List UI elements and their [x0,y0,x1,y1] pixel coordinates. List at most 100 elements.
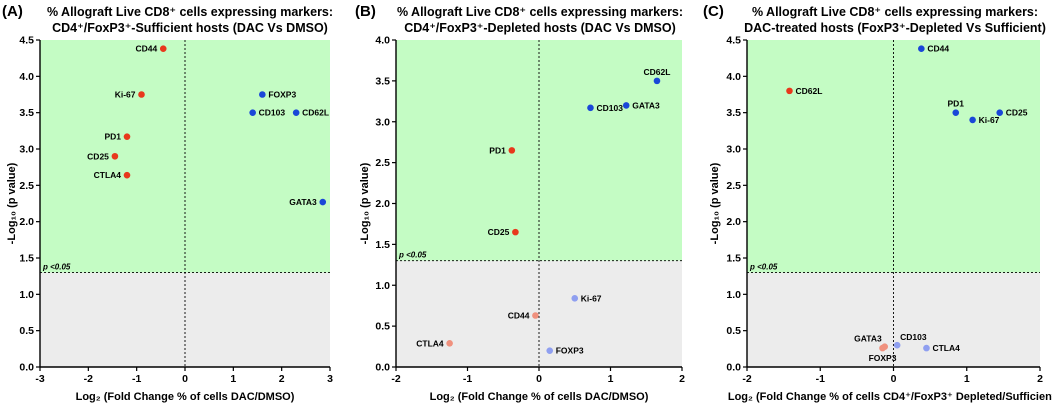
y-tick-label: 0.0 [726,362,741,374]
point-label-ki-67: Ki-67 [581,293,602,303]
x-tick-label: 3 [327,373,333,385]
point-label-cd44: CD44 [136,44,158,54]
point-label-ctla4: CTLA4 [94,170,122,180]
threshold-label: p <0.05 [42,263,71,272]
x-tick-label: 2 [679,373,685,385]
panel-c: p <0.05 0.0 0.5 1.0 1.5 2.0 2.5 3.0 3.5 4.0 4.5 -2 -… [703,3,1052,403]
point-label-cd62l: CD62L [795,86,822,96]
x-tick-label: 1 [230,373,236,385]
x-tick-label: 0 [182,373,188,385]
chart-title-line1: % Allograft Live CD8⁺ cells expressing m… [752,5,1038,19]
y-tick-label: 1.5 [375,239,390,251]
y-tick-label: 1.0 [19,289,34,301]
point-pd1 [508,147,516,154]
y-tick-label: 2.5 [375,157,390,169]
y-tick-label: 4.0 [19,71,34,83]
x-tick-label: -1 [816,373,825,385]
point-label-cd44: CD44 [927,44,949,54]
x-tick-label: 1 [964,373,970,385]
y-tick-label: 3.5 [19,107,34,119]
point-label-ki-67: Ki-67 [115,90,136,100]
panel-b: p <0.05 0.0 0.5 1.0 1.5 2.0 2.5 3.0 3.5 4.0 -2 -1 0 1… [355,3,685,403]
x-tick-label: -2 [84,373,93,385]
point-label-gata3: GATA3 [632,100,660,110]
x-tick-label: 2 [279,373,285,385]
x-tick-label: 1 [608,373,614,385]
y-axis-label: -Log₁₀ (p value) [709,162,721,244]
point-ctla4 [446,339,453,347]
point-ctla4 [923,344,930,352]
point-label-gata3: GATA3 [854,334,882,344]
x-tick-label: 0 [536,373,542,385]
threshold-label: p <0.05 [749,263,778,272]
point-ki-67 [138,91,145,98]
chart-title-line1: % Allograft Live CD8⁺ cells expressing m… [47,5,333,19]
x-tick-label: -2 [742,373,751,385]
point-pd1 [952,109,960,116]
point-cd103 [893,341,901,349]
point-label-cd62l: CD62L [644,67,671,77]
point-cd25 [512,228,519,236]
x-tick-label: -3 [35,373,44,385]
point-label-cd25: CD25 [488,227,510,237]
point-label-cd62l: CD62L [302,108,329,118]
point-cd25 [111,152,119,160]
y-tick-label: 3.0 [726,144,741,156]
point-label-ctla4: CTLA4 [416,338,444,348]
point-ctla4 [123,171,131,179]
point-label-cd103: CD103 [259,108,286,118]
y-tick-label: 2.5 [726,180,741,192]
point-label-foxp3: FOXP3 [556,346,584,356]
point-ki-67 [571,295,579,302]
chart-title-line2: CD4⁺/FoxP3⁺-Depleted hosts (DAC Vs DMSO) [404,21,676,35]
point-cd44 [918,45,925,53]
y-tick-label: 4.0 [375,35,390,47]
point-cd62l [653,77,661,85]
y-tick-label: 0.5 [726,325,741,337]
y-tick-label: 1.0 [726,289,741,301]
chart-title-line2: CD4⁺/FoxP3⁺-Sufficient hosts (DAC Vs DMS… [52,21,328,35]
y-tick-label: 1.5 [726,253,741,265]
y-tick-label: 4.0 [726,71,741,83]
y-tick-label: 0.0 [19,362,34,374]
y-tick-label: 0.0 [375,362,390,374]
y-tick-label: 3.5 [726,107,741,119]
y-tick-label: 3.5 [375,75,390,87]
point-label-cd25: CD25 [87,151,109,161]
panel-letter: (C) [703,3,724,20]
x-tick-label: -1 [463,373,472,385]
y-tick-label: 3.0 [19,144,34,156]
y-tick-label: 2.0 [375,198,390,210]
x-axis-label: Log₂ (Fold Change % of cells DAC/DMSO) [430,391,649,403]
point-cd103 [249,109,256,116]
point-ki-67 [969,116,976,124]
point-label-cd103: CD103 [900,332,927,342]
point-label-cd25: CD25 [1006,108,1028,118]
point-label-ctla4: CTLA4 [932,343,960,353]
point-label-foxp3: FOXP3 [268,90,296,100]
point-cd44 [159,45,167,53]
y-tick-label: 2.0 [726,216,741,228]
point-label-pd1: PD1 [104,132,121,142]
point-cd62l [786,87,793,95]
y-tick-label: 2.0 [19,216,34,228]
point-cd25 [996,109,1004,116]
point-label-pd1: PD1 [489,145,506,155]
threshold-label: p <0.05 [398,251,427,260]
y-tick-label: 0.5 [375,321,390,333]
x-axis-label: Log₂ (Fold Change % of cells CD4⁺/FoxP3⁺… [728,391,1052,403]
point-label-ki-67: Ki-67 [979,115,1000,125]
point-foxp3 [879,344,886,352]
point-gata3 [622,102,630,109]
panel-letter: (A) [2,3,23,20]
y-tick-label: 1.0 [375,280,390,292]
point-label-foxp3: FOXP3 [869,353,897,363]
y-axis-label: -Log₁₀ (p value) [6,162,18,244]
point-gata3 [319,198,327,206]
point-cd62l [292,109,300,116]
panel-a: p <0.05 0.0 0.5 1.0 1.5 2.0 2.5 3.0 3.5 4.0 4.5 -3 -… [2,3,333,403]
x-axis-label: Log₂ (Fold Change % of cells DAC/DMSO) [76,391,295,403]
point-label-cd44: CD44 [508,310,530,320]
point-label-cd103: CD103 [596,103,623,113]
